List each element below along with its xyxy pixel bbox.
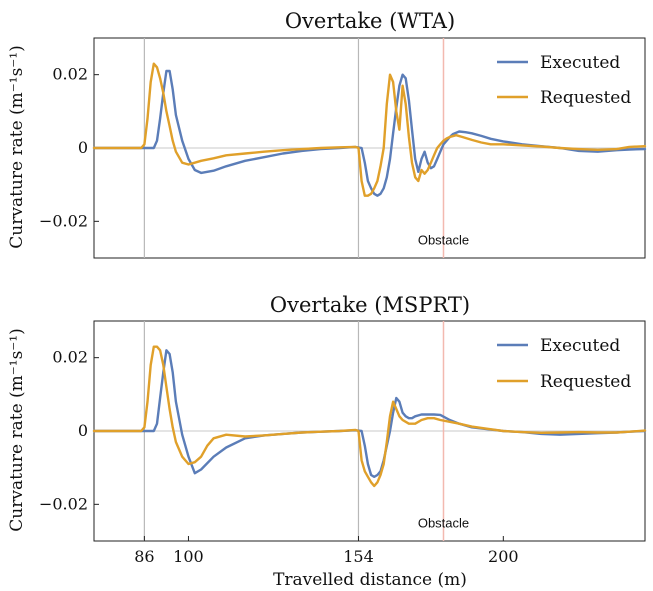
y-tick-label: −0.02 — [39, 211, 88, 230]
legend: Executed Requested — [497, 53, 631, 108]
x-tick-label: 100 — [173, 547, 204, 566]
panel-title: Overtake (WTA) — [285, 9, 455, 33]
y-tick-label: −0.02 — [39, 494, 88, 513]
plot-area: Obstacle −0.02 0 0.02 86 100 154 200 — [39, 321, 647, 566]
legend-label-requested: Requested — [540, 88, 631, 108]
series-line-executed — [92, 69, 647, 197]
series-line-requested — [92, 345, 647, 488]
obstacle-label: Obstacle — [418, 233, 469, 248]
y-tick-label: 0.02 — [52, 65, 88, 84]
x-tick-label: 154 — [343, 547, 374, 566]
y-tick-label: 0 — [78, 421, 88, 440]
panel-title: Overtake (MSPRT) — [270, 293, 470, 317]
legend-label-requested: Requested — [540, 372, 631, 392]
obstacle-label: Obstacle — [418, 516, 469, 531]
series-line-requested — [92, 62, 647, 197]
y-tick-label: 0 — [78, 138, 88, 157]
legend-label-executed: Executed — [540, 53, 620, 73]
x-tick-label: 86 — [134, 547, 154, 566]
y-axis-label: Curvature rate (m⁻¹s⁻¹) — [7, 328, 27, 531]
legend-label-executed: Executed — [540, 336, 620, 356]
y-tick-label: 0.02 — [52, 348, 88, 367]
x-axis-label: Travelled distance (m) — [273, 570, 467, 590]
x-tick-label: 200 — [488, 547, 519, 566]
series-line-executed — [92, 349, 647, 478]
y-axis-label: Curvature rate (m⁻¹s⁻¹) — [7, 45, 27, 248]
panel-wta: Overtake (WTA) Obstacle −0.02 0 0.02 Curvat… — [7, 9, 647, 259]
legend: Executed Requested — [497, 336, 631, 392]
plot-area: Obstacle −0.02 0 0.02 — [39, 38, 647, 258]
panel-msprt: Overtake (MSPRT) Obstacle −0.02 0 0.02 86 100… — [7, 293, 647, 566]
